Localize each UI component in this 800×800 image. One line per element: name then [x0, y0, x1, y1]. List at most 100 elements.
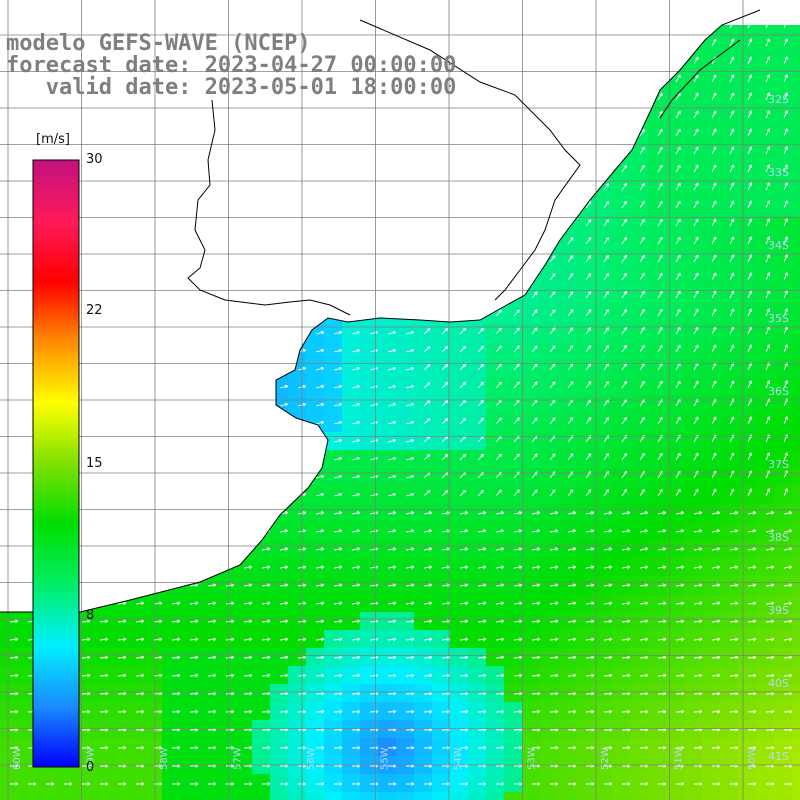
wind-speed-cell — [342, 774, 361, 793]
wind-speed-cell — [342, 396, 361, 415]
wind-speed-cell — [126, 774, 145, 793]
wind-speed-cell — [504, 378, 523, 397]
wind-speed-cell — [666, 666, 685, 685]
wind-speed-cell — [774, 684, 793, 703]
wind-speed-cell — [594, 594, 613, 613]
wind-speed-cell — [126, 684, 145, 703]
wind-speed-cell — [108, 684, 127, 703]
wind-arrow — [765, 56, 771, 65]
wind-speed-cell — [324, 486, 343, 505]
wind-speed-cell — [720, 648, 739, 667]
wind-speed-cell — [738, 306, 757, 325]
wind-speed-cell — [648, 162, 667, 181]
wind-speed-cell — [378, 792, 397, 800]
wind-speed-cell — [576, 594, 595, 613]
wind-speed-cell — [720, 180, 739, 199]
wind-speed-cell — [450, 648, 469, 667]
wind-speed-cell — [252, 720, 271, 739]
wind-arrow — [585, 291, 592, 299]
wind-speed-cell — [630, 450, 649, 469]
wind-speed-cell — [594, 486, 613, 505]
wind-arrow — [549, 309, 556, 317]
wind-speed-cell — [774, 288, 793, 307]
wind-speed-cell — [756, 450, 775, 469]
wind-speed-cell — [252, 738, 271, 757]
wind-speed-cell — [612, 576, 631, 595]
wind-speed-cell — [720, 486, 739, 505]
wind-speed-cell — [594, 612, 613, 631]
wind-speed-cell — [270, 594, 289, 613]
wind-speed-cell — [666, 774, 685, 793]
wind-speed-cell — [90, 792, 109, 800]
wind-speed-cell — [612, 522, 631, 541]
wind-arrow — [549, 291, 556, 299]
wind-speed-cell — [504, 594, 523, 613]
wind-speed-cell — [738, 162, 757, 181]
wind-speed-cell — [180, 612, 199, 631]
wind-speed-cell — [414, 504, 433, 523]
wind-speed-cell — [396, 540, 415, 559]
wind-speed-cell — [270, 630, 289, 649]
wind-speed-cell — [540, 612, 559, 631]
wind-speed-cell — [558, 450, 577, 469]
wind-speed-cell — [756, 432, 775, 451]
wind-speed-cell — [144, 702, 163, 721]
wind-speed-cell — [198, 612, 217, 631]
wind-speed-cell — [432, 576, 451, 595]
wind-speed-cell — [396, 792, 415, 800]
wind-speed-cell — [378, 702, 397, 721]
wind-speed-cell — [540, 360, 559, 379]
wind-speed-cell — [630, 594, 649, 613]
wind-speed-cell — [702, 396, 721, 415]
wind-speed-cell — [558, 630, 577, 649]
wind-speed-cell — [90, 684, 109, 703]
wind-arrow — [639, 254, 645, 263]
wind-arrow — [747, 25, 752, 29]
wind-speed-cell — [792, 90, 800, 109]
wind-speed-cell — [720, 36, 739, 55]
wind-arrow — [765, 200, 771, 209]
wind-speed-cell — [594, 306, 613, 325]
wind-speed-cell — [414, 756, 433, 775]
wind-speed-cell — [360, 414, 379, 433]
wind-speed-cell — [594, 774, 613, 793]
wind-speed-cell — [414, 684, 433, 703]
wind-speed-cell — [756, 756, 775, 775]
wind-speed-cell — [792, 792, 800, 800]
wind-speed-cell — [666, 450, 685, 469]
wind-arrow — [783, 164, 788, 173]
wind-speed-cell — [666, 216, 685, 235]
wind-speed-cell — [738, 396, 757, 415]
wind-speed-cell — [612, 414, 631, 433]
wind-speed-cell — [702, 450, 721, 469]
wind-speed-cell — [540, 756, 559, 775]
wind-speed-cell — [594, 198, 613, 217]
wind-speed-cell — [648, 540, 667, 559]
wind-arrow — [729, 92, 735, 101]
wind-arrow — [765, 236, 771, 245]
wind-speed-cell — [666, 126, 685, 145]
wind-speed-cell — [324, 396, 343, 415]
wind-speed-cell — [612, 702, 631, 721]
wind-speed-cell — [324, 612, 343, 631]
wind-arrow — [711, 182, 717, 191]
wind-speed-cell — [342, 342, 361, 361]
wind-speed-cell — [720, 144, 739, 163]
wind-speed-cell — [360, 756, 379, 775]
wind-speed-cell — [414, 522, 433, 541]
wind-speed-cell — [630, 666, 649, 685]
wind-arrow — [747, 128, 753, 137]
wind-speed-cell — [504, 342, 523, 361]
wind-speed-cell — [36, 792, 55, 800]
wind-speed-cell — [378, 540, 397, 559]
wind-speed-cell — [522, 468, 541, 487]
wind-speed-cell — [522, 774, 541, 793]
wind-speed-cell — [792, 738, 800, 757]
wind-speed-cell — [306, 630, 325, 649]
wind-speed-cell — [306, 360, 325, 379]
wind-speed-cell — [774, 180, 793, 199]
wind-speed-cell — [396, 414, 415, 433]
wind-speed-cell — [216, 576, 235, 595]
wind-speed-cell — [432, 486, 451, 505]
wind-speed-cell — [666, 756, 685, 775]
